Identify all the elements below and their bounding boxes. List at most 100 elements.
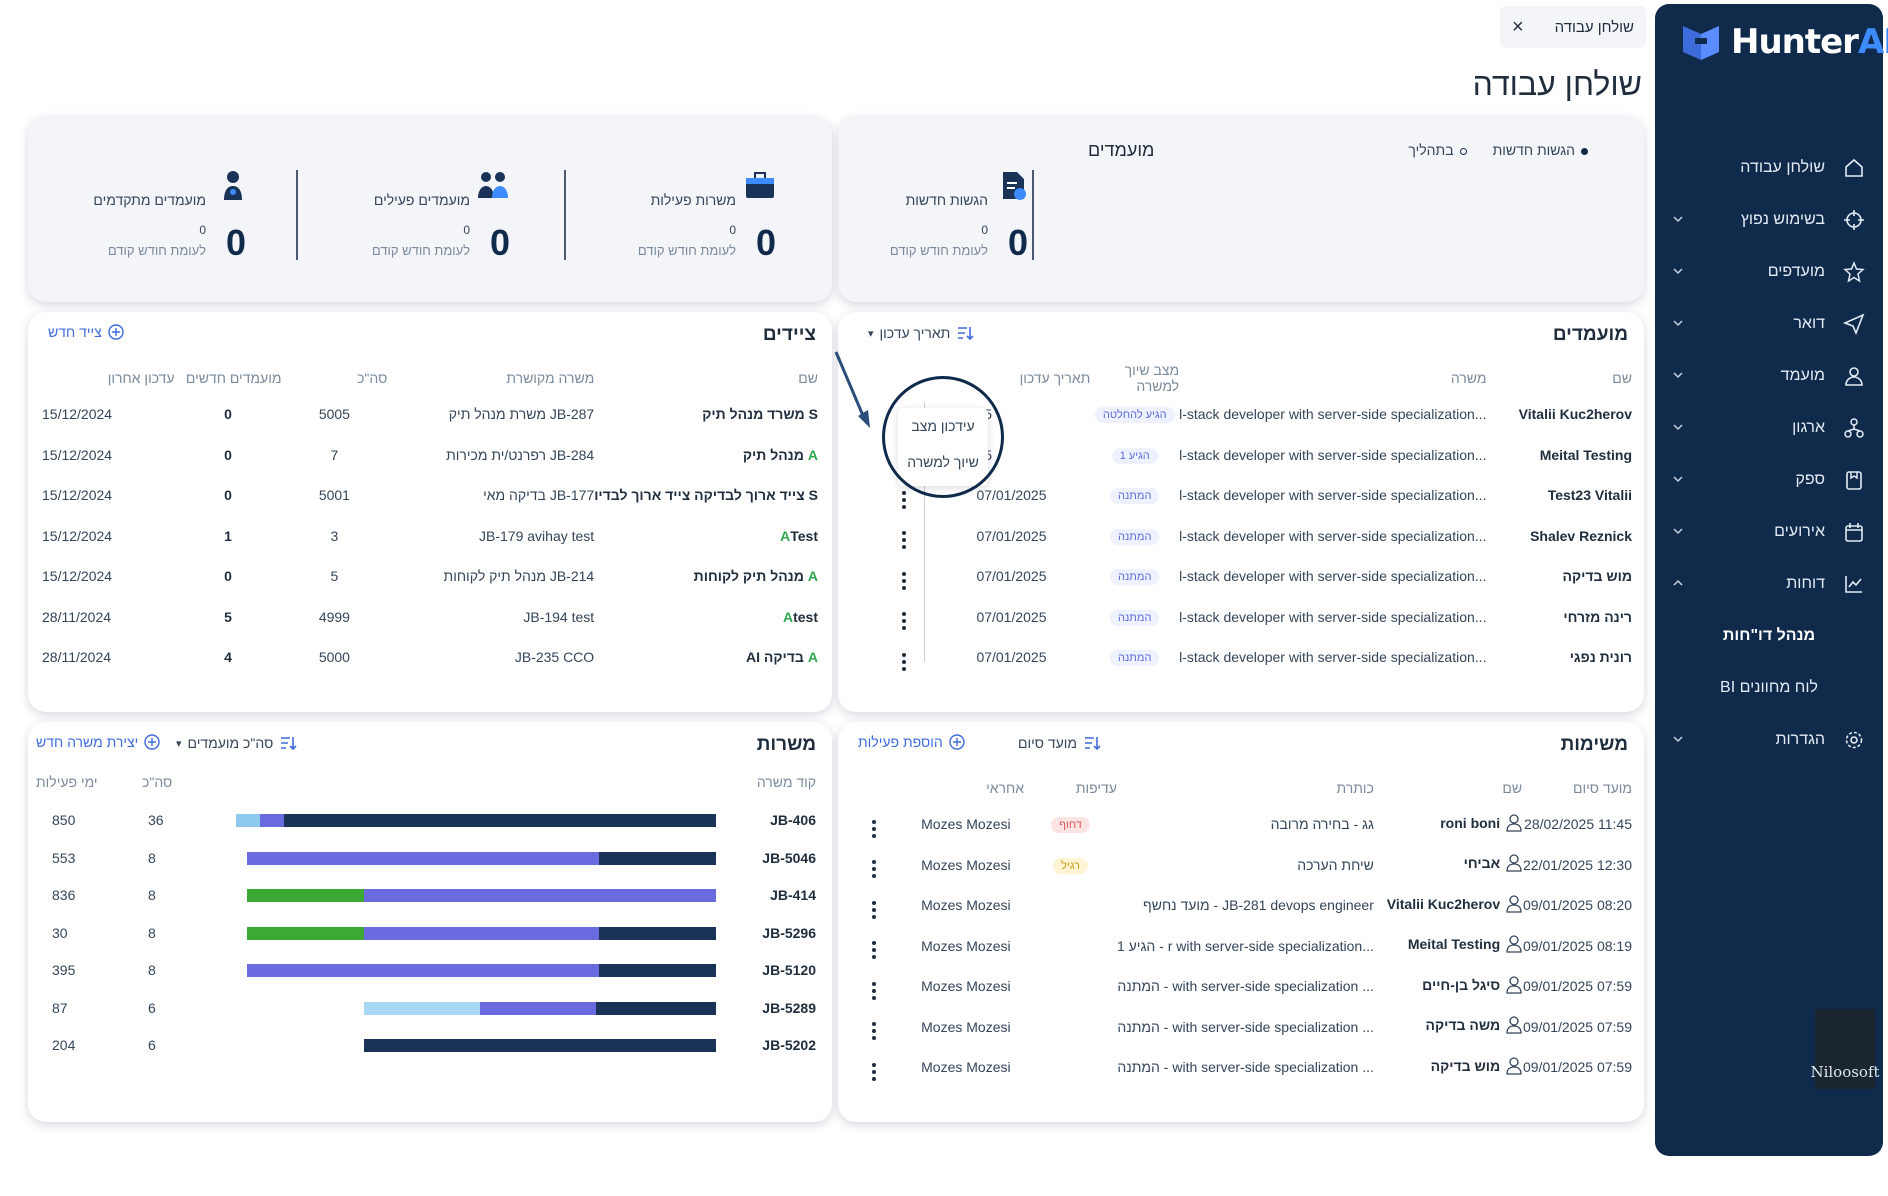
task-person[interactable]: Vitalii Kuc2herov [1386,895,1501,912]
task-title[interactable]: גג - בחירה מרובה [1270,816,1374,833]
candidate-name[interactable]: מוש בדיקה [1562,568,1632,585]
sort-by-due[interactable]: מועד סיום [1018,734,1101,752]
sidebar-subitem-report-manager[interactable]: מנהל דו"חות [1722,627,1816,644]
table-row[interactable]: Sצייד ארוך לבדיקה צייד ארוך לבדיו JB-177 … [38,475,818,516]
table-row[interactable]: 07:59 09/01/2025 משה בדיקה ... with server… [852,1007,1632,1048]
more-options-icon[interactable] [872,819,876,838]
job-code[interactable]: JB-5289 [762,999,816,1016]
chevron-down-icon[interactable] [1669,730,1687,748]
chevron-down-icon[interactable] [1669,210,1687,228]
chevron-down-icon[interactable] [1669,314,1687,332]
add-hunter-button[interactable]: צייד חדש [48,324,124,340]
task-person[interactable]: Meital Testing [1407,936,1501,953]
more-options-icon[interactable] [872,981,876,1000]
candidate-name[interactable]: Vitalii Kuc2herov [1518,406,1632,423]
popup-update-status[interactable]: עידכון מצב [911,418,975,434]
job-code[interactable]: JB-5120 [762,962,816,978]
col-owner[interactable]: אחראי [986,780,1025,796]
task-person[interactable]: roni boni [1440,814,1501,831]
col-due[interactable]: מועד סיום [1572,780,1632,796]
candidate-job[interactable]: ...l-stack developer with server-side sp… [1179,446,1487,463]
col-job[interactable]: משרה [1450,370,1487,386]
candidate-name[interactable]: Meital Testing [1539,446,1632,463]
table-row[interactable]: Vitalii Kuc2herov ...l-stack developer wi… [892,394,1632,435]
sort-by-total-candidates[interactable]: סה"כ מועמדים ▾ [176,734,297,752]
col-priority[interactable]: עדיפות [1075,780,1117,796]
candidate-name[interactable]: רינה מזרחי [1563,608,1632,625]
linked-job[interactable]: JB-284 רפרנט/ית מכירות [446,446,595,463]
sidebar-item-2[interactable]: מועדפים [1655,246,1883,298]
task-title[interactable]: ... with server-side specialization - המ… [1117,978,1374,995]
sidebar-item-settings[interactable]: הגדרות [1655,714,1883,766]
task-title[interactable]: ...r with server-side specialization - ה… [1116,937,1374,954]
candidate-name[interactable]: Test23 Vitalii [1547,487,1632,504]
sidebar-item-8[interactable]: דוחות [1655,558,1883,610]
linked-job[interactable]: JB-214 מנהל תיק לקוחות [443,568,595,585]
table-row[interactable]: 07:59 09/01/2025 סיגל בן-חיים ... with ser… [852,966,1632,1007]
job-bar[interactable] [236,814,716,827]
sidebar-item-5[interactable]: ארגון [1655,402,1883,454]
table-row[interactable]: Aמנהל תיק JB-284 רפרנט/ית מכירות 7 0 15/12/2… [38,435,818,476]
table-row[interactable]: רינה מזרחי ...l-stack developer with serv… [892,597,1632,638]
task-title[interactable]: ... with server-side specialization - המ… [1117,1059,1374,1076]
close-icon[interactable]: × [1512,15,1524,38]
job-code[interactable]: JB-5046 [762,849,816,866]
create-job-button[interactable]: יצירת משרה חדש [36,734,160,750]
task-title[interactable]: JB-281 devops engineer - מועד נחשף [1143,897,1374,914]
popup-assign-job[interactable]: שיוך למשרה [907,454,979,470]
linked-job[interactable]: JB-179 avihay test [479,527,595,544]
more-options-icon[interactable] [872,941,876,960]
table-row[interactable]: 08:19 09/01/2025 Meital Testing ...r with … [852,926,1632,967]
table-row[interactable]: Sמשרד מנהל תיק JB-287 משרת מנהל תיק 5005 0 1… [38,394,818,435]
task-title[interactable]: ... with server-side specialization - המ… [1117,1018,1374,1035]
table-row[interactable]: 11:45 28/02/2025 roni boni גג - בחירה מרוב… [852,804,1632,845]
add-activity-button[interactable]: הוספת פעילות [858,734,965,750]
job-bar[interactable] [246,964,716,977]
sidebar-item-6[interactable]: ספק [1655,454,1883,506]
more-options-icon[interactable] [902,652,906,671]
hunter-name[interactable]: בדיקה AI [746,649,804,666]
sidebar-item-1[interactable]: בשימוש נפוץ [1655,194,1883,246]
col-new[interactable]: מועמדים חדשים [185,370,282,386]
hunter-name[interactable]: test [793,608,818,625]
app-logo[interactable]: HunterAI [1681,22,1888,62]
chevron-down-icon[interactable] [1669,262,1687,280]
tab-workspace[interactable]: שולחן עבודה × [1500,6,1646,48]
col-linked-job[interactable]: משרה מקושרת [506,370,595,386]
task-person[interactable]: משה בדיקה [1425,1017,1501,1034]
job-bar[interactable] [246,926,716,940]
linked-job[interactable]: JB-287 משרת מנהל תיק [448,406,595,423]
sidebar-subitem-bi-dashboard[interactable]: לוח מחוונים BI [1720,679,1818,696]
legend-in-process[interactable]: בתהליך [1408,142,1467,158]
table-row[interactable]: Meital Testing ...l-stack developer with … [892,435,1632,476]
table-row[interactable]: Atest JB-194 test 4999 5 28/11/2024 [38,597,818,638]
candidate-name[interactable]: רונית נפגי [1569,649,1632,666]
table-row[interactable]: Aמנהל תיק לקוחות JB-214 מנהל תיק לקוחות 5 0… [38,556,818,597]
col-last-update[interactable]: עדכון אחרון [107,370,175,386]
chevron-up-icon[interactable] [1669,574,1687,592]
more-options-icon[interactable] [872,1062,876,1081]
task-title[interactable]: שיחת הערכה [1297,856,1374,873]
task-person[interactable]: מוש בדיקה [1430,1057,1501,1074]
candidate-job[interactable]: ...l-stack developer with server-side sp… [1179,406,1487,423]
more-options-icon[interactable] [872,1022,876,1041]
table-row[interactable]: Shalev Reznick ...l-stack developer with … [892,516,1632,557]
more-options-icon[interactable] [872,860,876,879]
more-options-icon[interactable] [902,571,906,590]
table-row[interactable]: 12:30 22/01/2025 אביחי שיחת הערכה רגיל Mozes… [852,845,1632,886]
hunter-name[interactable]: מנהל תיק לקוחות [693,568,804,585]
sidebar-item-7[interactable]: אירועים [1655,506,1883,558]
more-options-icon[interactable] [902,531,906,550]
job-bar[interactable] [364,1039,716,1052]
table-row[interactable]: ATest JB-179 avihay test 3 1 15/12/2024 [38,516,818,557]
hunter-name[interactable]: צייד ארוך לבדיקה צייד ארוך לבדיו [594,487,805,504]
col-name[interactable]: שם [1502,780,1523,796]
hunter-name[interactable]: משרד מנהל תיק [702,406,805,423]
hunter-name[interactable]: מנהל תיק [742,446,804,463]
sidebar-item-3[interactable]: דואר [1655,298,1883,350]
legend-new-submissions[interactable]: הגשות חדשות [1493,142,1588,158]
job-code[interactable]: JB-406 [770,812,816,828]
table-row[interactable]: רונית נפגי ...l-stack developer with serv… [892,637,1632,678]
table-row[interactable]: 07:59 09/01/2025 מוש בדיקה ... with server… [852,1047,1632,1088]
linked-job[interactable]: JB-177 בדיקה מאי [483,487,595,504]
